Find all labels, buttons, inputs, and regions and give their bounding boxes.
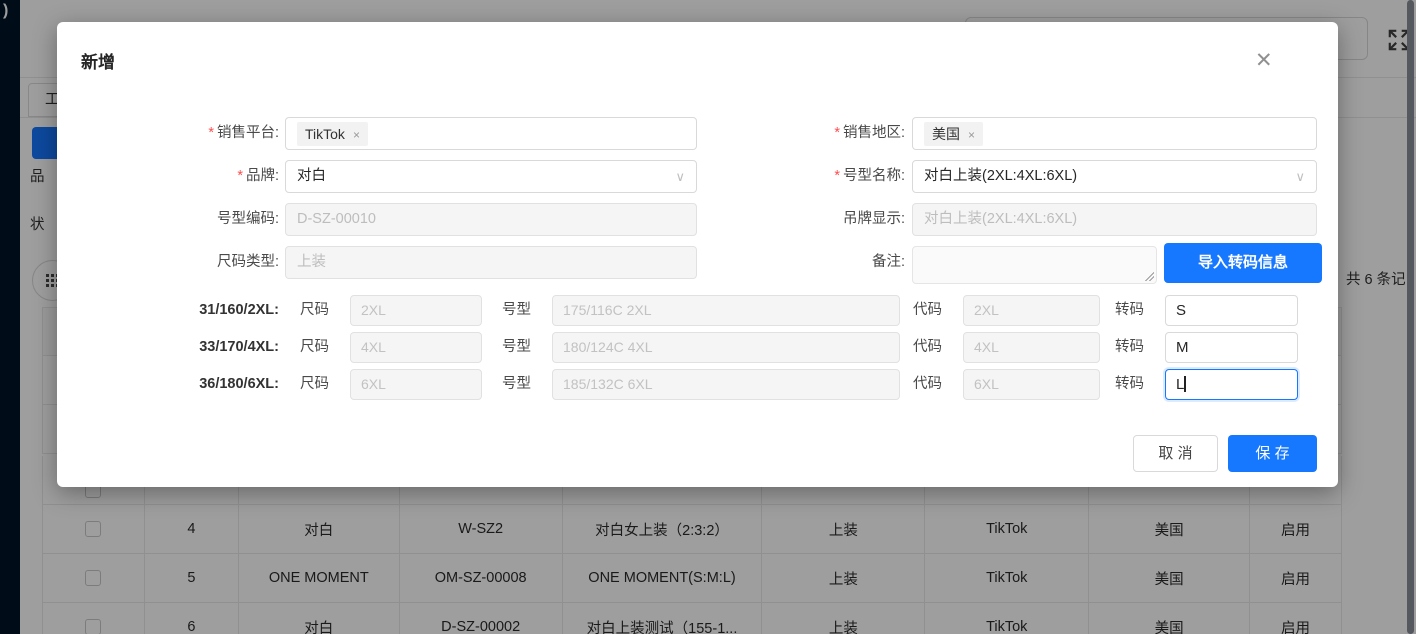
total-count-text: 共 6 条记 bbox=[1346, 272, 1406, 288]
size-input: 6XL bbox=[350, 369, 482, 400]
cell-code: W-SZ2 bbox=[400, 505, 563, 553]
table-row: 4 对白 W-SZ2 对白女上装（2:3:2） 上装 TikTok 美国 启用 bbox=[42, 505, 1342, 554]
vertical-scrollbar[interactable] bbox=[1407, 0, 1414, 634]
cell-type: 上装 bbox=[762, 554, 926, 602]
field-label-size-name: * 号型名称: bbox=[834, 168, 905, 184]
size-input: 4XL bbox=[350, 332, 482, 363]
field-label-platform: * 销售平台: bbox=[208, 125, 279, 141]
cell-code: OM-SZ-00008 bbox=[400, 554, 563, 602]
region-select[interactable]: 美国 × bbox=[912, 117, 1317, 150]
model-input: 185/132C 6XL bbox=[552, 369, 900, 400]
sidebar: ) bbox=[0, 0, 20, 634]
cell-platform: TikTok bbox=[925, 505, 1090, 553]
text-caret bbox=[1184, 376, 1186, 392]
region-tag: 美国 × bbox=[924, 121, 984, 146]
field-label-brand: * 品牌: bbox=[237, 168, 279, 184]
trans-sublabel: 转码 bbox=[1115, 376, 1144, 392]
size-sublabel: 尺码 bbox=[300, 339, 329, 355]
cell-platform: TikTok bbox=[925, 554, 1090, 602]
transcode-input[interactable]: M bbox=[1165, 332, 1298, 363]
table-row: 5 ONE MOMENT OM-SZ-00008 ONE MOMENT(S:M:… bbox=[42, 554, 1342, 603]
cell-status: 启用 bbox=[1250, 554, 1342, 602]
field-label-tag-display: 吊牌显示: bbox=[842, 211, 905, 227]
required-marker: * bbox=[237, 168, 243, 184]
model-input: 180/124C 4XL bbox=[552, 332, 900, 363]
code-sublabel: 代码 bbox=[913, 339, 942, 355]
row-checkbox[interactable] bbox=[85, 619, 102, 634]
cancel-button[interactable]: 取 消 bbox=[1133, 435, 1218, 472]
cell-brand: 对白 bbox=[239, 603, 400, 634]
platform-tag: TikTok × bbox=[297, 121, 368, 146]
size-row-label: 31/160/2XL: bbox=[199, 302, 279, 318]
model-sublabel: 号型 bbox=[502, 376, 531, 392]
resize-handle-icon[interactable] bbox=[1144, 271, 1154, 281]
size-input: 2XL bbox=[350, 295, 482, 326]
row-checkbox[interactable] bbox=[85, 521, 102, 537]
cell-brand: 对白 bbox=[239, 505, 400, 553]
trans-sublabel: 转码 bbox=[1115, 339, 1144, 355]
model-sublabel: 号型 bbox=[502, 302, 531, 318]
cell-platform: TikTok bbox=[925, 603, 1090, 634]
tag-display-input: 对白上装(2XL:4XL:6XL) bbox=[912, 203, 1317, 236]
size-sublabel: 尺码 bbox=[300, 302, 329, 318]
field-label-region: * 销售地区: bbox=[834, 125, 905, 141]
code-sublabel: 代码 bbox=[913, 302, 942, 318]
row-checkbox[interactable] bbox=[85, 570, 102, 586]
code-sublabel: 代码 bbox=[913, 376, 942, 392]
field-label-size-type: 尺码类型: bbox=[216, 254, 279, 270]
transcode-input[interactable]: S bbox=[1165, 295, 1298, 326]
cell-region: 美国 bbox=[1089, 505, 1251, 553]
transcode-input-focused[interactable]: L bbox=[1165, 369, 1298, 400]
required-marker: * bbox=[834, 168, 840, 184]
model-sublabel: 号型 bbox=[502, 339, 531, 355]
table-row: 6 对白 D-SZ-00002 对白上装测试（155-1... 上装 TikTo… bbox=[42, 603, 1342, 634]
code-input: 2XL bbox=[963, 295, 1100, 326]
cell-status: 启用 bbox=[1250, 603, 1342, 634]
required-marker: * bbox=[208, 125, 214, 141]
cell-brand: ONE MOMENT bbox=[239, 554, 400, 602]
cell-region: 美国 bbox=[1089, 603, 1251, 634]
cell-status: 启用 bbox=[1250, 505, 1342, 553]
tag-remove-icon[interactable]: × bbox=[968, 127, 976, 142]
required-marker: * bbox=[834, 125, 840, 141]
logo-fragment: ) bbox=[3, 2, 9, 19]
save-button[interactable]: 保 存 bbox=[1228, 435, 1317, 472]
size-code-input: D-SZ-00010 bbox=[285, 203, 697, 236]
cell-seq: 5 bbox=[145, 554, 239, 602]
trans-sublabel: 转码 bbox=[1115, 302, 1144, 318]
size-row-label: 36/180/6XL: bbox=[199, 376, 279, 392]
cell-type: 上装 bbox=[762, 603, 926, 634]
cell-name: 对白女上装（2:3:2） bbox=[563, 505, 763, 553]
tab-label: 工 bbox=[45, 92, 60, 108]
platform-select[interactable]: TikTok × bbox=[285, 117, 697, 150]
cell-type: 上装 bbox=[762, 505, 926, 553]
cell-name: ONE MOMENT(S:M:L) bbox=[563, 554, 763, 602]
cell-region: 美国 bbox=[1089, 554, 1251, 602]
chevron-down-icon: ∨ bbox=[675, 169, 685, 184]
cell-name: 对白上装测试（155-1... bbox=[563, 603, 763, 634]
field-label-size-code: 号型编码: bbox=[216, 211, 279, 227]
filter-label-brand: 品 bbox=[30, 169, 45, 185]
code-input: 6XL bbox=[963, 369, 1100, 400]
filter-label-status: 状 bbox=[30, 217, 45, 233]
size-type-input: 上装 bbox=[285, 246, 697, 279]
import-transcode-button[interactable]: 导入转码信息 bbox=[1164, 243, 1322, 283]
model-input: 175/116C 2XL bbox=[552, 295, 900, 326]
cell-seq: 6 bbox=[145, 603, 239, 634]
cell-code: D-SZ-00002 bbox=[400, 603, 563, 634]
size-row-label: 33/170/4XL: bbox=[199, 339, 279, 355]
code-input: 4XL bbox=[963, 332, 1100, 363]
size-sublabel: 尺码 bbox=[300, 376, 329, 392]
chevron-down-icon: ∨ bbox=[1295, 169, 1305, 184]
dialog-title: 新增 bbox=[81, 53, 115, 72]
remark-textarea[interactable] bbox=[912, 246, 1157, 284]
field-label-remark: 备注: bbox=[871, 254, 905, 270]
size-name-select[interactable]: 对白上装(2XL:4XL:6XL) ∨ bbox=[912, 160, 1317, 193]
close-icon[interactable]: ✕ bbox=[1255, 49, 1273, 72]
add-dialog: 新增 ✕ * 销售平台: TikTok × * 销售地区: 美国 × * 品牌: 对白 ∨… bbox=[57, 22, 1338, 487]
cell-seq: 4 bbox=[145, 505, 239, 553]
tag-remove-icon[interactable]: × bbox=[352, 127, 360, 142]
brand-select[interactable]: 对白 ∨ bbox=[285, 160, 697, 193]
